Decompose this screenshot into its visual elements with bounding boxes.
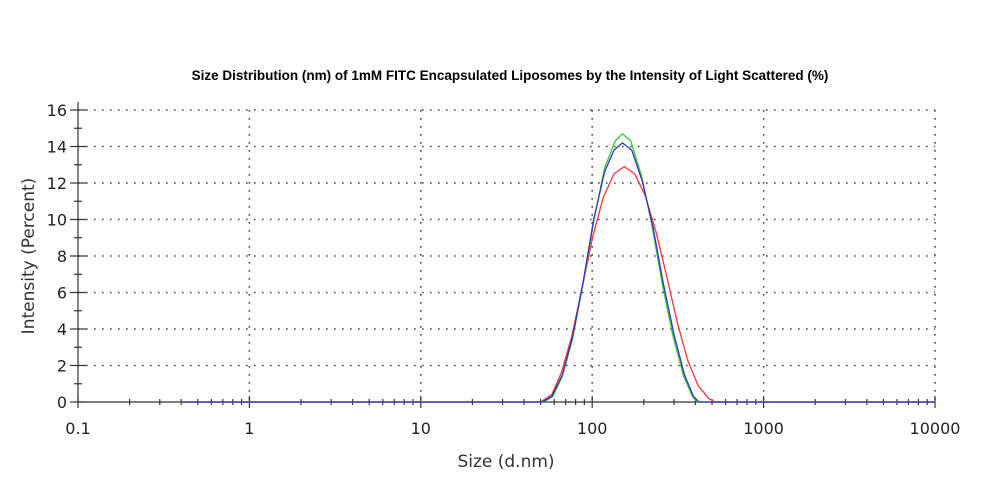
- tick-labels: 0 2 4 6 8 10 12 14 16 0.1 1 10 100 1000 10000: [47, 101, 961, 438]
- y-tick-label: 4: [57, 320, 67, 339]
- x-tick-label: 10000: [910, 419, 961, 438]
- y-axis-label: Intensity (Percent): [19, 178, 39, 335]
- y-tick-label: 16: [47, 101, 67, 120]
- axes: [70, 102, 936, 408]
- y-tick-label: 6: [57, 284, 67, 303]
- x-tick-label: 1: [244, 419, 254, 438]
- series-line-3: [181, 142, 935, 403]
- x-tick-label: 100: [577, 419, 608, 438]
- y-tick-label: 0: [57, 393, 67, 412]
- x-axis-label: Size (d.nm): [457, 452, 554, 472]
- y-tick-label: 2: [57, 357, 67, 376]
- x-tick-label: 10: [411, 419, 431, 438]
- grid-lines: [78, 109, 936, 402]
- x-tick-label: 0.1: [65, 419, 90, 438]
- y-tick-label: 14: [47, 138, 67, 157]
- y-tick-label: 10: [47, 211, 67, 230]
- series-lines: [181, 133, 935, 403]
- series-line-1: [181, 165, 935, 403]
- x-tick-label: 1000: [743, 419, 784, 438]
- chart-title: Size Distribution (nm) of 1mM FITC Encap…: [192, 68, 829, 83]
- y-tick-label: 8: [57, 247, 67, 266]
- y-tick-label: 12: [47, 174, 67, 193]
- series-line-2: [181, 133, 935, 403]
